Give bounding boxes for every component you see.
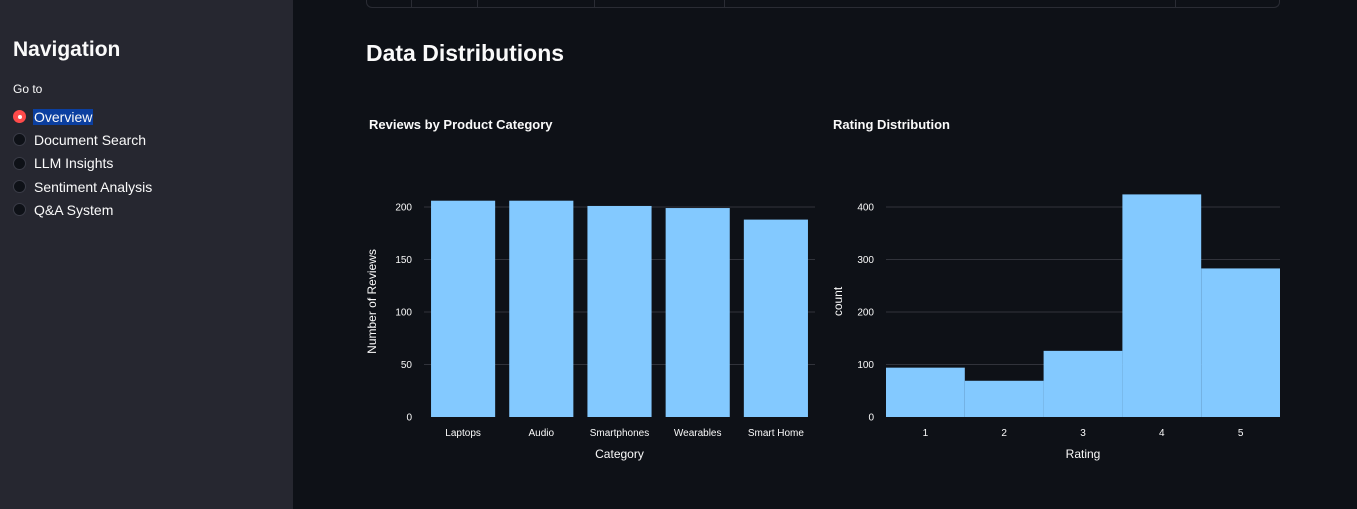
bar-wearables	[665, 208, 730, 417]
x-tick-label: 5	[1238, 428, 1244, 439]
nav-radio-label[interactable]: Document Search	[34, 131, 147, 148]
x-tick-label: Laptops	[445, 428, 481, 439]
bar-smart-home	[743, 219, 808, 417]
radio-unselected-icon[interactable]	[13, 133, 26, 147]
table-column-divider	[411, 0, 412, 7]
nav-radio-label[interactable]: Q&A System	[34, 201, 114, 218]
bar-3	[1043, 350, 1123, 417]
bar-smartphones	[587, 205, 652, 417]
rating-distribution-chart: Rating Distribution 0 100 200 300 400 1 2 3 4 5 Rat…	[831, 117, 1280, 461]
nav-radio-document-search[interactable]: Document Search	[13, 128, 152, 151]
bar-laptops	[431, 200, 496, 417]
radio-unselected-icon[interactable]	[13, 180, 26, 194]
x-tick-label: 4	[1159, 428, 1165, 439]
bar-4	[1122, 194, 1202, 417]
nav-radio-qa-system[interactable]: Q&A System	[13, 198, 152, 221]
nav-radio-llm-insights[interactable]: LLM Insights	[13, 152, 152, 175]
y-tick-label: 0	[406, 413, 412, 424]
sidebar-title: Navigation	[13, 38, 121, 61]
bar-2	[964, 380, 1044, 417]
x-axis-label: Rating	[1066, 447, 1101, 461]
reviews-by-category-chart: Reviews by Product Category 0 50 100 150 200 L…	[365, 117, 815, 461]
y-tick-label: 200	[395, 203, 412, 214]
x-tick-label: 3	[1080, 428, 1086, 439]
radio-unselected-icon[interactable]	[13, 203, 26, 217]
sidebar: Navigation Go to Overview Document Searc…	[0, 0, 293, 509]
nav-radio-overview[interactable]: Overview	[13, 105, 152, 128]
table-column-divider	[477, 0, 478, 7]
y-tick-label: 50	[401, 360, 413, 371]
dataframe-bottom-edge	[366, 0, 1280, 8]
bar-audio	[509, 200, 574, 417]
bar-5	[1201, 268, 1280, 417]
x-tick-label: Smart Home	[748, 428, 805, 439]
page-title: Data Distributions	[366, 40, 565, 66]
y-tick-label: 300	[857, 255, 874, 266]
nav-radio-label[interactable]: Sentiment Analysis	[34, 178, 153, 195]
y-tick-label: 100	[857, 360, 874, 371]
nav-radio-label[interactable]: LLM Insights	[34, 155, 114, 172]
y-tick-label: 0	[868, 413, 874, 424]
y-tick-label: 400	[857, 203, 874, 214]
x-tick-label: Wearables	[674, 428, 722, 439]
x-tick-label: 1	[923, 428, 929, 439]
table-column-divider	[594, 0, 595, 7]
table-column-divider	[1175, 0, 1176, 7]
chart-title: Rating Distribution	[833, 117, 950, 132]
y-tick-label: 200	[857, 308, 874, 319]
y-tick-label: 100	[395, 308, 412, 319]
nav-radio-label[interactable]: Overview	[33, 108, 94, 125]
chart-title: Reviews by Product Category	[369, 117, 553, 132]
x-tick-label: Audio	[529, 428, 555, 439]
radio-unselected-icon[interactable]	[13, 156, 26, 170]
y-tick-label: 150	[395, 255, 412, 266]
x-tick-label: Smartphones	[590, 428, 649, 439]
bar-1	[886, 367, 965, 417]
goto-label: Go to	[13, 82, 43, 96]
navigation-radio-group: Overview Document Search LLM Insights Se…	[13, 105, 152, 221]
radio-selected-icon[interactable]	[13, 110, 26, 124]
x-axis-label: Category	[595, 447, 644, 461]
y-axis-label: Number of Reviews	[365, 249, 379, 354]
x-tick-label: 2	[1001, 428, 1007, 439]
nav-radio-sentiment-analysis[interactable]: Sentiment Analysis	[13, 175, 152, 198]
table-column-divider	[724, 0, 725, 7]
y-axis-label: count	[831, 286, 845, 316]
